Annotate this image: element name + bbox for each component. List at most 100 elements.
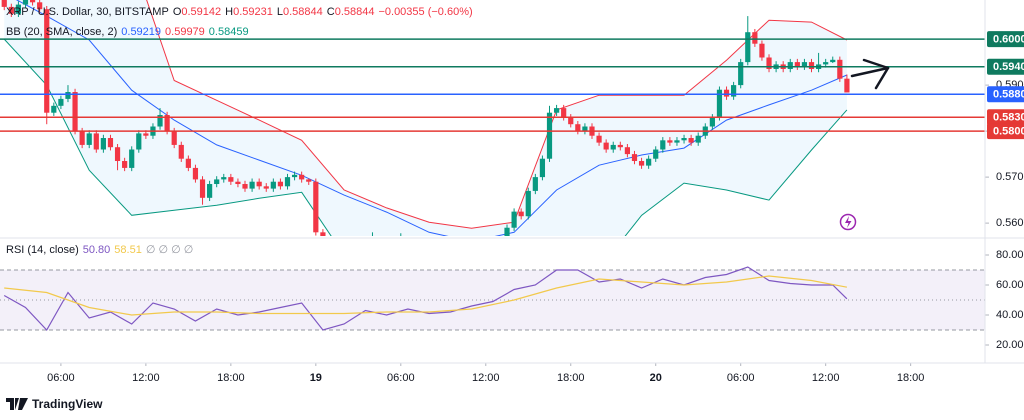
rsi-line	[4, 275, 848, 316]
y-tick-label: 20.00	[996, 339, 1024, 351]
x-tick-label: 19	[310, 372, 322, 384]
candle-body	[93, 133, 99, 150]
candle-body	[490, 248, 495, 253]
candle-body	[207, 184, 213, 198]
candle-body	[51, 105, 57, 113]
legend-value: 0.59219	[121, 26, 162, 38]
candle-body	[631, 154, 638, 162]
ohlc-key: H	[225, 6, 234, 18]
candle-body	[787, 62, 793, 70]
y-tick-label: 80.00	[996, 249, 1024, 261]
candle-body	[441, 260, 446, 262]
x-tick-label: 12:00	[472, 372, 500, 384]
candle-body	[455, 262, 460, 264]
x-tick-label: 20	[650, 372, 662, 384]
candle-body	[249, 181, 255, 189]
candle-body	[808, 62, 815, 70]
candle-body	[270, 181, 276, 189]
candle-body	[638, 161, 645, 166]
x-tick-label: 18:00	[217, 372, 245, 384]
ohlc-key: O	[172, 6, 182, 18]
candle-body	[214, 179, 220, 185]
candle-body	[199, 179, 206, 198]
candle-body	[122, 161, 128, 168]
candle-body	[79, 131, 85, 145]
candle-body	[221, 177, 227, 180]
level-label: 0.5940	[993, 61, 1024, 73]
candle-body	[745, 32, 751, 63]
candle-body	[256, 181, 262, 187]
candle-body	[29, 0, 36, 3]
x-tick-label: 12:00	[132, 372, 160, 384]
candle-body	[1, 0, 7, 7]
ohlc-key: C	[326, 6, 335, 18]
candle-body	[823, 62, 829, 65]
candle-body	[610, 144, 616, 150]
candle-body	[235, 181, 241, 185]
brand-logo	[6, 398, 28, 410]
ohlc-value: 0.58844	[334, 6, 375, 18]
ohlc-value: 0.59231	[233, 6, 273, 18]
candle-body	[575, 124, 581, 132]
candle-body	[525, 190, 531, 217]
footer: TradingView	[6, 397, 102, 411]
candle-body	[723, 89, 730, 97]
legend-value: 0.59979	[165, 26, 205, 38]
candle-body	[192, 167, 199, 180]
candle-body	[752, 32, 758, 44]
legend-value: ∅ ∅ ∅ ∅	[145, 244, 194, 256]
arrow-shaft	[850, 66, 890, 78]
band-fill	[4, 0, 847, 236]
candle-body	[356, 244, 361, 251]
level-tag	[987, 31, 1024, 48]
change: −0.00355 (−0.60%)	[378, 6, 473, 18]
candle-body	[532, 177, 538, 191]
legend-value: 0.58459	[208, 26, 249, 38]
y-tick-label: 40.00	[996, 309, 1024, 321]
candle-body	[582, 126, 588, 132]
candle-body	[22, 0, 29, 5]
price-pane	[1, 0, 850, 264]
candle-body	[483, 253, 488, 255]
candle-body	[412, 248, 417, 255]
candle-body	[178, 144, 184, 159]
candle-body	[86, 133, 92, 145]
candle-body	[157, 115, 163, 127]
candle-body	[716, 89, 723, 118]
candle-body	[334, 246, 339, 248]
ohlc-value: 0.58844	[282, 6, 323, 18]
candle-body	[476, 255, 481, 260]
candle-body	[617, 144, 623, 148]
symbol-legend: XRP / U.S. Dollar, 30, BITSTAMP O0.59142 H…	[6, 6, 477, 18]
candle-body	[171, 131, 177, 145]
candle-body	[837, 59, 843, 79]
candle-body	[377, 239, 382, 246]
candle-body	[277, 181, 284, 187]
x-tick-label: 12:00	[812, 372, 840, 384]
candle-body	[553, 108, 560, 113]
candle-body	[568, 117, 574, 125]
legend-value: 58.51	[114, 244, 142, 256]
candle-body	[844, 78, 850, 93]
level-label: 0.6000	[993, 34, 1024, 46]
candle-body	[15, 4, 22, 14]
brand-name: TradingView	[32, 397, 103, 411]
candle-body	[391, 244, 396, 249]
symbol: XRP / U.S. Dollar, 30, BITSTAMP	[6, 6, 169, 18]
rsi-line	[3, 266, 848, 332]
candle-body	[434, 258, 439, 263]
candle-body	[596, 135, 602, 143]
candle-body	[228, 177, 234, 182]
candle-body	[342, 246, 347, 253]
candle-body	[624, 147, 630, 155]
candle-body	[801, 62, 808, 67]
candle-body	[731, 85, 737, 97]
flash-icon	[839, 213, 857, 231]
candle-body	[72, 92, 78, 132]
candle-body	[667, 140, 673, 143]
legend-title: RSI (14, close)	[6, 244, 79, 256]
rsi-legend: RSI (14, close) 50.80 58.51 ∅ ∅ ∅ ∅	[6, 243, 197, 256]
level-label: 0.5830	[993, 112, 1024, 124]
level-tag	[987, 109, 1024, 126]
